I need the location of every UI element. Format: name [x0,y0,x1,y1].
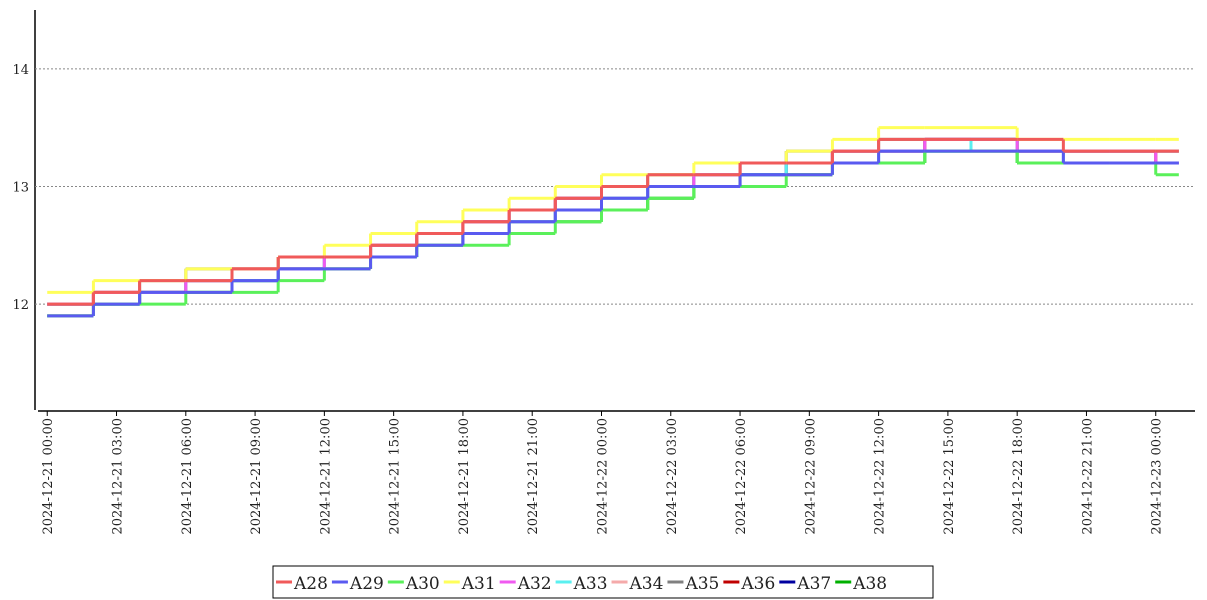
series [47,137,1179,306]
x-tick-label: 2024-12-21 03:00 [111,418,126,535]
y-tick-label: 14 [12,63,29,78]
x-tick-label: 2024-12-22 12:00 [873,418,888,535]
x-tick-label: 2024-12-22 18:00 [1011,418,1026,535]
x-tick-label: 2024-12-21 21:00 [526,418,541,535]
x-tick-label: 2024-12-21 00:00 [41,418,56,535]
y-tick-label: 13 [12,180,29,195]
legend-text: A34 [629,574,664,594]
legend-text: A29 [349,574,384,594]
legend-text: A35 [684,574,719,594]
x-tick-label: 2024-12-21 15:00 [388,418,403,535]
legend-text: A38 [852,574,887,594]
legend-text: A36 [740,574,775,594]
x-tick-label: 2024-12-22 00:00 [595,418,610,535]
x-tick-label: 2024-12-22 03:00 [665,418,680,535]
x-tick-label: 2024-12-21 09:00 [249,418,264,535]
x-tick-label: 2024-12-22 21:00 [1080,418,1095,535]
x-tick-label: 2024-12-21 06:00 [180,418,195,535]
legend [272,565,934,599]
legend-text: A37 [796,574,831,594]
x-tick-label: 2024-12-21 18:00 [457,418,472,535]
legend-text: A30 [405,574,440,594]
legend-text: A33 [573,574,608,594]
x-tick-label: 2024-12-22 06:00 [734,418,749,535]
x-tick-label: 2024-12-23 00:00 [1150,418,1165,535]
x-tick-label: 2024-12-21 12:00 [318,418,333,535]
legend-text: A28 [293,574,328,594]
x-tick-label: 2024-12-22 09:00 [803,418,818,535]
y-tick-label: 12 [12,298,29,313]
legend-text: A32 [517,574,552,594]
x-tick-label: 2024-12-22 15:00 [942,418,957,535]
legend-text: A31 [461,574,496,594]
series [47,149,1179,318]
